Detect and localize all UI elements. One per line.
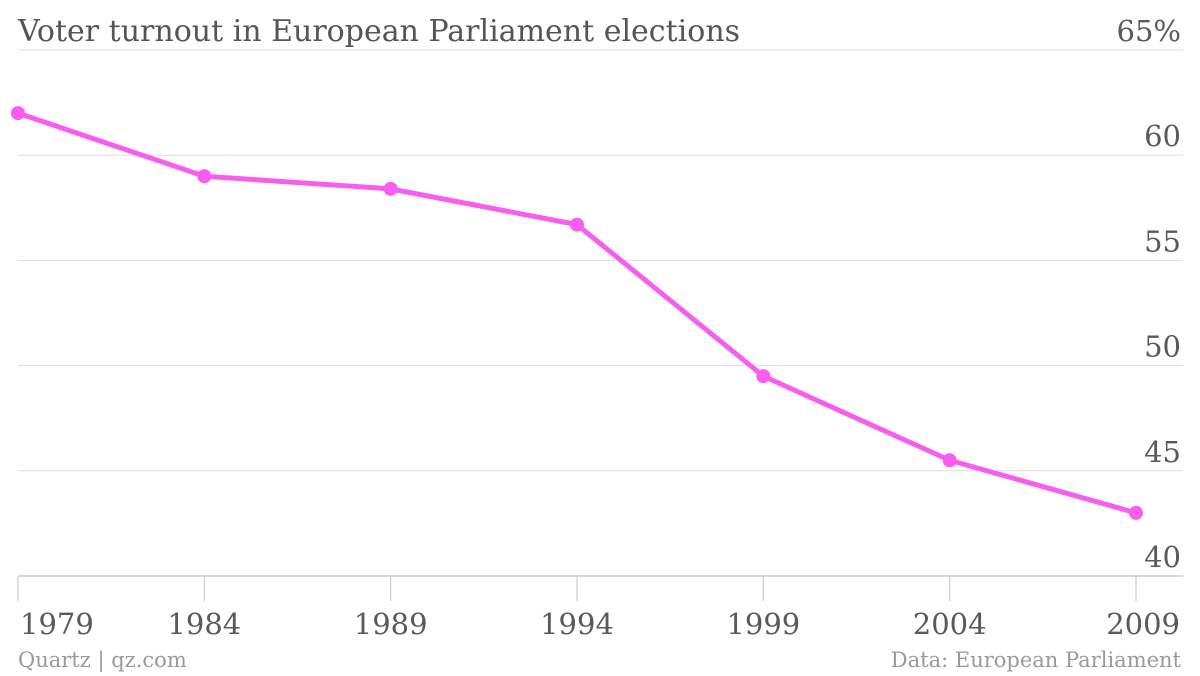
x-tick-label: 1984 bbox=[167, 607, 241, 641]
x-tick-label: 1979 bbox=[20, 607, 94, 641]
y-tick-label: 50 bbox=[1144, 330, 1181, 364]
gridlines bbox=[18, 49, 1183, 577]
data-point-1989 bbox=[383, 181, 398, 196]
data-point-1999 bbox=[756, 369, 771, 384]
y-tick-label: 45 bbox=[1144, 435, 1181, 469]
y-axis-tick-labels: 40 45 50 55 60 65% bbox=[1117, 14, 1181, 574]
x-axis: 1979 1984 1989 1994 1999 2004 2009 bbox=[17, 576, 1180, 641]
data-points bbox=[11, 106, 1143, 520]
y-tick-label: 65% bbox=[1117, 14, 1181, 48]
data-point-2004 bbox=[942, 453, 957, 468]
y-tick-label: 60 bbox=[1144, 119, 1181, 153]
y-tick-label: 55 bbox=[1144, 224, 1181, 258]
footer-source-right: Data: European Parliament bbox=[891, 648, 1182, 672]
x-tick-label: 1989 bbox=[354, 607, 428, 641]
chart-title: Voter turnout in European Parliament ele… bbox=[17, 14, 740, 49]
series-line-path bbox=[15, 110, 1139, 516]
data-point-2009 bbox=[1129, 505, 1143, 520]
x-tick-label: 1999 bbox=[726, 607, 800, 641]
x-tick-label: 1994 bbox=[540, 607, 614, 641]
data-point-1979 bbox=[11, 106, 25, 121]
series-line bbox=[15, 110, 1139, 516]
x-tick-label: 2004 bbox=[913, 607, 987, 641]
x-tick-label: 2009 bbox=[1106, 607, 1180, 641]
data-point-1994 bbox=[570, 217, 584, 232]
footer-source-left: Quartz | qz.com bbox=[18, 648, 187, 673]
data-point-1984 bbox=[197, 169, 212, 184]
y-tick-label: 40 bbox=[1144, 540, 1181, 574]
